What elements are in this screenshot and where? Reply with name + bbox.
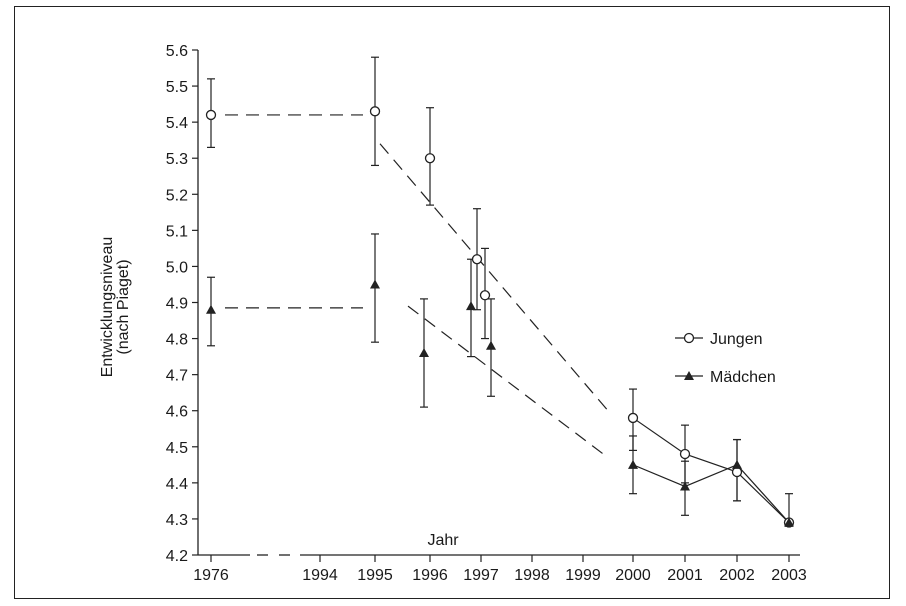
data-markers <box>205 106 795 528</box>
data-point-Jungen <box>479 290 491 301</box>
legend-jungen-marker <box>683 332 695 344</box>
data-point-Mädchen <box>732 459 742 469</box>
y-tick-label: 5.0 <box>166 259 188 276</box>
chart-axes <box>197 50 800 556</box>
legend-maedchen-label: Mädchen <box>710 369 776 386</box>
x-tick-label: 2000 <box>615 567 651 584</box>
y-tick-label: 5.3 <box>166 151 188 168</box>
series-lines <box>632 417 790 523</box>
y-tick-label: 4.5 <box>166 440 188 457</box>
x-tick-label: 1999 <box>565 567 601 584</box>
data-point-Mädchen <box>419 348 429 357</box>
y-tick-label: 5.6 <box>166 43 188 60</box>
y-tick-label: 4.9 <box>166 296 188 313</box>
x-tick-label: 1994 <box>302 567 338 584</box>
data-point-Mädchen <box>370 279 380 289</box>
x-tick-label: 1997 <box>463 567 499 584</box>
x-axis-ticks: 1976 1994 1995 1996 1997 1998 1999 2000 2001 2002… <box>193 555 807 584</box>
data-point-Jungen <box>369 106 381 117</box>
data-point-Jungen <box>205 109 217 121</box>
y-axis-label-line2: (nach Piaget) <box>115 259 132 354</box>
data-point-Mädchen <box>680 481 690 491</box>
y-tick-label: 4.3 <box>166 512 188 529</box>
series-line-Mädchen <box>632 464 790 523</box>
x-tick-label: 2002 <box>719 567 755 584</box>
x-tick-label: 2001 <box>667 567 703 584</box>
data-point-Jungen <box>627 412 639 424</box>
dashed-trend-Jungen <box>379 143 609 412</box>
x-tick-label: 1996 <box>412 567 448 584</box>
y-tick-label: 5.1 <box>166 223 188 240</box>
data-point-Mädchen <box>206 304 216 314</box>
data-point-Mädchen <box>784 517 794 527</box>
y-axis-ticks: 5.6 5.5 5.4 5.3 5.2 5.1 5.0 4.9 4.8 4.7 4.6 4.5 4.4 4… <box>166 43 198 565</box>
data-point-Jungen <box>731 466 743 478</box>
legend: Jungen Mädchen <box>675 331 776 386</box>
data-point-Jungen <box>424 153 436 164</box>
y-axis-label-line1: Entwicklungsniveau <box>99 237 116 378</box>
y-tick-label: 5.2 <box>166 187 188 204</box>
chart-frame <box>14 6 890 599</box>
y-tick-label: 4.7 <box>166 368 188 385</box>
dashed-trend-Mädchen <box>407 305 609 459</box>
y-tick-label: 5.4 <box>166 115 188 132</box>
y-tick-label: 5.5 <box>166 79 188 96</box>
data-point-Jungen <box>471 254 483 265</box>
data-point-Mädchen <box>466 301 476 311</box>
x-tick-label: 2003 <box>771 567 807 584</box>
error-bars <box>207 56 793 527</box>
x-tick-label: 1976 <box>193 567 229 584</box>
legend-jungen-label: Jungen <box>710 331 763 348</box>
data-point-Mädchen <box>486 340 496 350</box>
y-tick-label: 4.8 <box>166 332 188 349</box>
dashed-trend-lines <box>225 114 609 459</box>
x-tick-label: 1995 <box>357 567 393 584</box>
legend-maedchen-marker <box>684 371 694 380</box>
y-tick-label: 4.4 <box>166 476 188 493</box>
y-tick-label: 4.6 <box>166 404 188 421</box>
series-line-Jungen <box>632 417 790 523</box>
y-tick-label: 4.2 <box>166 548 188 565</box>
x-tick-label: 1998 <box>514 567 550 584</box>
x-axis-label: Jahr <box>427 532 459 549</box>
data-point-Jungen <box>679 448 691 460</box>
data-point-Mädchen <box>628 459 638 469</box>
